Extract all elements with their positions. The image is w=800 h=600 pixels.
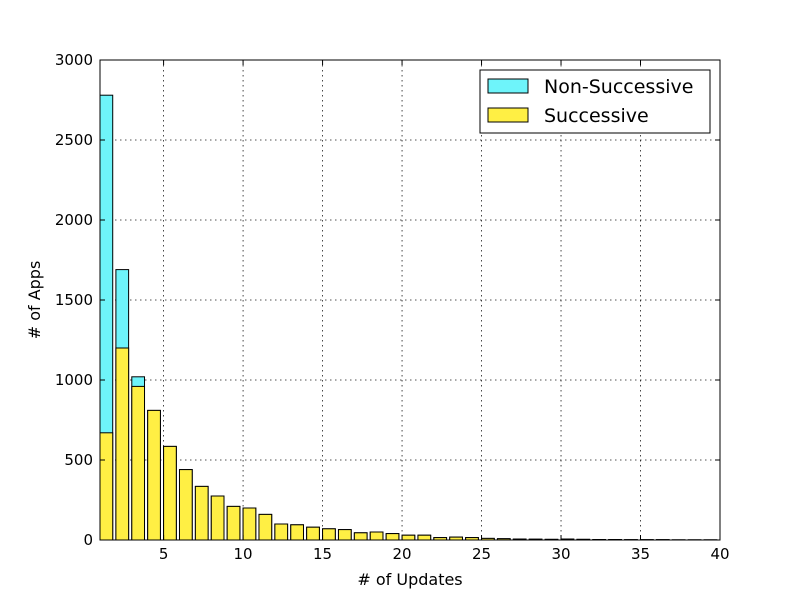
y-tick-label: 2000 bbox=[55, 211, 93, 229]
y-tick-label: 1500 bbox=[55, 291, 93, 309]
bar-successive bbox=[337, 529, 352, 541]
legend-label-successive: Successive bbox=[544, 105, 649, 127]
bar-successive bbox=[306, 526, 320, 541]
bar-successive bbox=[385, 533, 400, 541]
grid-lines bbox=[100, 60, 720, 540]
y-tick-label: 1000 bbox=[55, 371, 93, 389]
y-tick-label: 3000 bbox=[55, 51, 93, 69]
y-tick-label: 500 bbox=[64, 451, 93, 469]
legend: Non-Successive Successive bbox=[479, 69, 711, 134]
x-tick-label: 10 bbox=[234, 545, 253, 563]
bar-successive bbox=[417, 534, 432, 541]
bar-successive bbox=[210, 495, 225, 541]
legend-swatch-non-successive bbox=[487, 78, 529, 94]
legend-swatch-successive bbox=[487, 107, 529, 123]
bar-successive bbox=[242, 507, 257, 541]
bar-successive bbox=[99, 432, 114, 541]
x-tick-label: 30 bbox=[551, 545, 570, 563]
bar-successive bbox=[274, 523, 289, 541]
bar-successive bbox=[194, 485, 209, 541]
bar-successive bbox=[131, 385, 146, 541]
x-tick-label: 25 bbox=[472, 545, 491, 563]
bar-successive bbox=[290, 524, 304, 541]
x-tick-label: 5 bbox=[159, 545, 169, 563]
axis-ticks: 5 10 15 20 25 30 35 40 0 500 1000 1500 2000 2500 3000 bbox=[55, 51, 730, 563]
x-tick-label: 20 bbox=[393, 545, 412, 563]
bar-successive bbox=[115, 347, 130, 541]
bar-successive bbox=[178, 469, 193, 541]
bar-successive bbox=[401, 534, 416, 541]
x-tick-label: 35 bbox=[631, 545, 650, 563]
y-tick-label: 0 bbox=[83, 531, 93, 549]
bars bbox=[99, 94, 718, 541]
bar-successive bbox=[163, 445, 177, 541]
bar-successive bbox=[147, 409, 161, 541]
bar-successive bbox=[353, 532, 368, 541]
bar-successive bbox=[258, 513, 273, 541]
legend-label-non-successive: Non-Successive bbox=[544, 76, 693, 98]
bar-successive bbox=[322, 528, 336, 541]
bar-successive bbox=[226, 505, 241, 541]
y-axis-label: # of Apps bbox=[25, 261, 44, 340]
x-tick-label: 15 bbox=[313, 545, 332, 563]
y-tick-label: 2500 bbox=[55, 131, 93, 149]
bar-successive bbox=[369, 531, 384, 541]
x-axis-label: # of Updates bbox=[357, 570, 462, 589]
x-tick-label: 40 bbox=[710, 545, 729, 563]
